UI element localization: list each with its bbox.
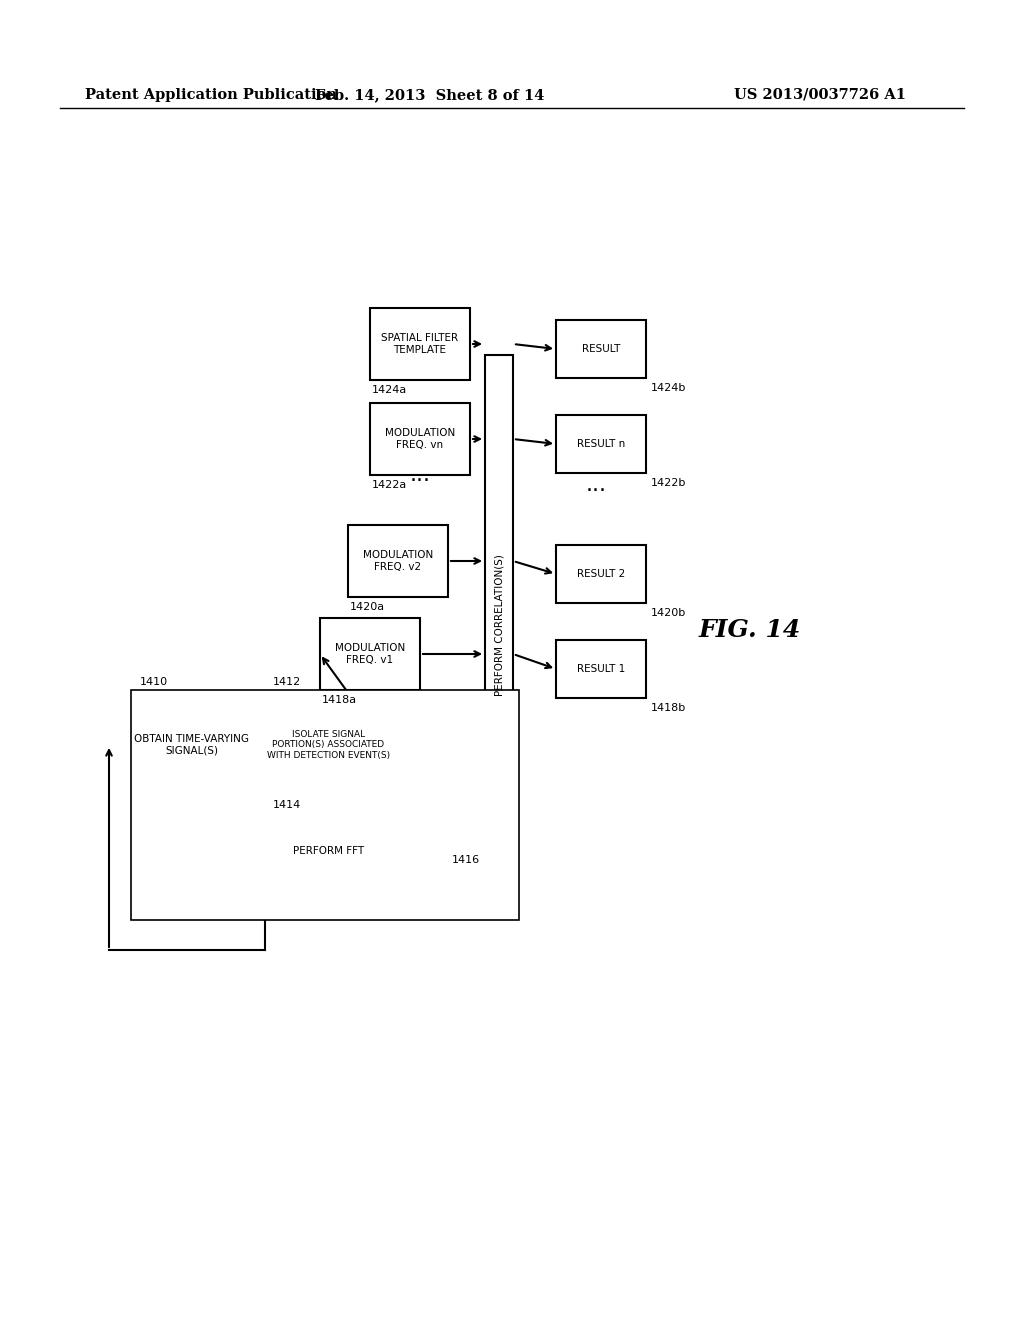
Text: 1412: 1412 bbox=[273, 677, 301, 686]
Text: 1422b: 1422b bbox=[651, 478, 686, 488]
Text: RESULT 2: RESULT 2 bbox=[577, 569, 625, 579]
Text: 1422a: 1422a bbox=[372, 480, 408, 490]
Text: 1424a: 1424a bbox=[372, 385, 408, 395]
Text: OBTAIN TIME-VARYING
SIGNAL(S): OBTAIN TIME-VARYING SIGNAL(S) bbox=[134, 734, 250, 756]
Text: RESULT: RESULT bbox=[582, 345, 621, 354]
Text: 1420b: 1420b bbox=[651, 609, 686, 618]
Bar bbox=[271, 696, 386, 795]
Text: Feb. 14, 2013  Sheet 8 of 14: Feb. 14, 2013 Sheet 8 of 14 bbox=[315, 88, 545, 102]
Bar bbox=[138, 696, 246, 795]
Text: MODULATION
FREQ. v1: MODULATION FREQ. v1 bbox=[335, 643, 406, 665]
Text: PERFORM FFT: PERFORM FFT bbox=[293, 846, 365, 855]
Text: MODULATION
FREQ. vn: MODULATION FREQ. vn bbox=[385, 428, 455, 450]
Text: 1420a: 1420a bbox=[350, 602, 385, 612]
Text: FIG. 14: FIG. 14 bbox=[698, 618, 801, 642]
Bar bbox=[319, 618, 420, 690]
Bar bbox=[271, 818, 386, 883]
Text: 1414: 1414 bbox=[273, 800, 301, 810]
Text: RESULT 1: RESULT 1 bbox=[577, 664, 625, 675]
Bar bbox=[556, 319, 646, 378]
Text: US 2013/0037726 A1: US 2013/0037726 A1 bbox=[734, 88, 906, 102]
Text: 1424b: 1424b bbox=[651, 383, 686, 393]
Text: 1410: 1410 bbox=[140, 677, 168, 686]
Bar bbox=[370, 308, 470, 380]
Bar bbox=[556, 414, 646, 473]
Text: RESULT n: RESULT n bbox=[577, 440, 625, 449]
Bar bbox=[556, 545, 646, 603]
Bar bbox=[131, 690, 519, 920]
Text: PERFORM CORRELATION(S): PERFORM CORRELATION(S) bbox=[494, 554, 504, 696]
Text: 1418a: 1418a bbox=[322, 696, 357, 705]
Bar bbox=[370, 403, 470, 475]
Bar bbox=[556, 640, 646, 698]
Text: ISOLATE SIGNAL
PORTION(S) ASSOCIATED
WITH DETECTION EVENT(S): ISOLATE SIGNAL PORTION(S) ASSOCIATED WIT… bbox=[267, 730, 390, 760]
Text: ...: ... bbox=[586, 475, 606, 495]
Text: ...: ... bbox=[410, 465, 430, 484]
Bar bbox=[406, 795, 434, 890]
Text: 1416: 1416 bbox=[452, 855, 480, 865]
Text: MODULATION
FREQ. v2: MODULATION FREQ. v2 bbox=[362, 550, 433, 572]
Text: 1418b: 1418b bbox=[651, 704, 686, 713]
Text: Patent Application Publication: Patent Application Publication bbox=[85, 88, 337, 102]
Bar bbox=[348, 525, 449, 597]
Text: SPATIAL FILTER
TEMPLATE: SPATIAL FILTER TEMPLATE bbox=[381, 333, 459, 355]
Bar bbox=[485, 355, 513, 895]
